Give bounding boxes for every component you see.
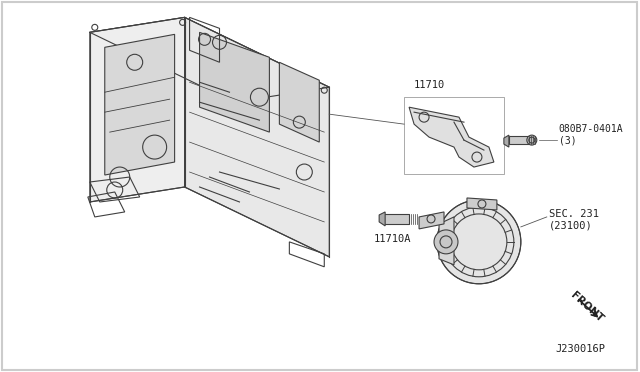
Polygon shape — [439, 217, 454, 265]
Text: 11710A: 11710A — [373, 234, 411, 244]
Polygon shape — [509, 136, 529, 144]
Polygon shape — [467, 198, 497, 210]
Polygon shape — [184, 17, 329, 257]
Circle shape — [437, 200, 521, 284]
Polygon shape — [379, 212, 385, 226]
Polygon shape — [384, 214, 409, 224]
Text: FRONT: FRONT — [569, 290, 605, 324]
Text: J230016P: J230016P — [556, 344, 605, 354]
Polygon shape — [105, 34, 175, 175]
Text: 080B7-0401A
(3): 080B7-0401A (3) — [559, 124, 623, 146]
Polygon shape — [280, 62, 319, 142]
Polygon shape — [409, 107, 494, 167]
Circle shape — [434, 230, 458, 254]
Text: SEC. 231
(23100): SEC. 231 (23100) — [548, 209, 599, 231]
Text: 11710: 11710 — [413, 80, 445, 90]
Polygon shape — [504, 135, 509, 147]
Polygon shape — [200, 32, 269, 132]
Polygon shape — [90, 17, 329, 102]
Circle shape — [527, 135, 537, 145]
Polygon shape — [419, 212, 444, 229]
Polygon shape — [90, 17, 184, 202]
